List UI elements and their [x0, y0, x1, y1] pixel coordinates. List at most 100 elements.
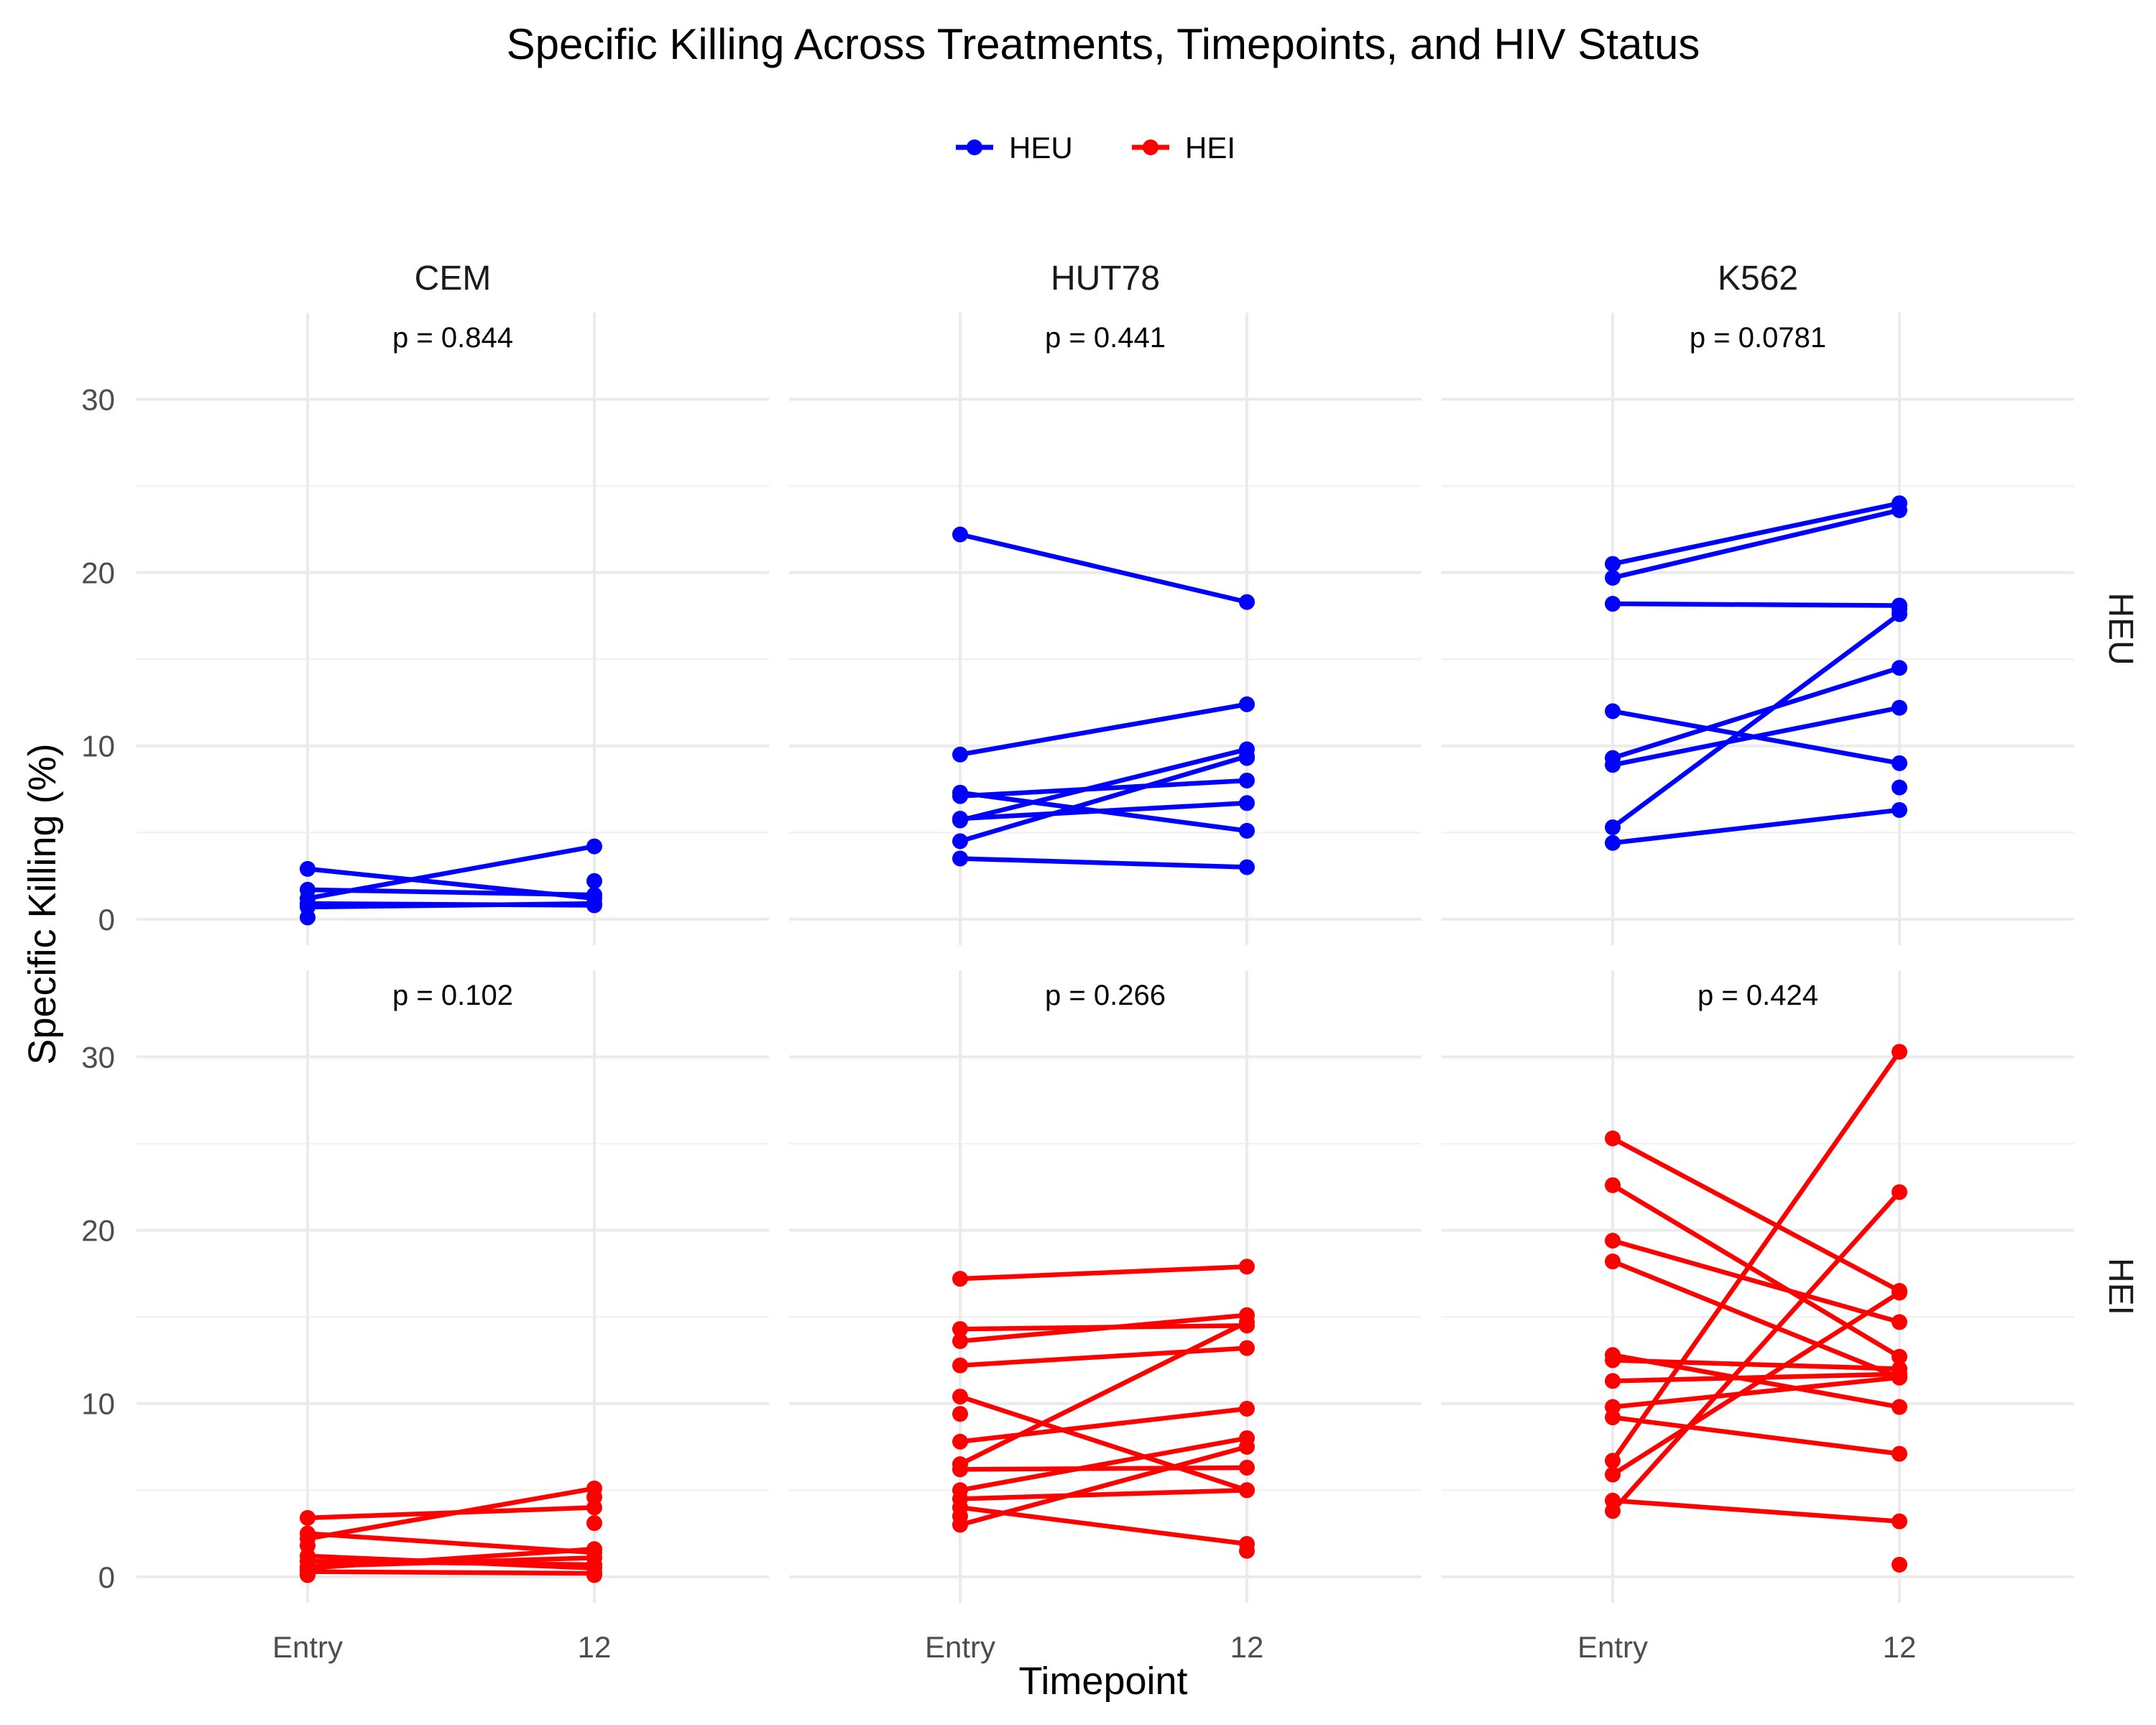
data-point: [1605, 1233, 1621, 1249]
series-line: [305, 1555, 597, 1569]
series-line: [957, 532, 1250, 604]
series-line: [305, 1531, 597, 1555]
data-point: [1605, 1352, 1621, 1368]
series-line: [1610, 1259, 1902, 1380]
data-point: [952, 1357, 968, 1374]
series-line: [1610, 1136, 1902, 1294]
data-point: [1892, 1369, 1907, 1386]
series-line: [1610, 507, 1902, 581]
data-point: [300, 1537, 315, 1554]
data-point: [1892, 1348, 1907, 1365]
chart-title: Specific Killing Across Treatments, Time…: [507, 20, 1700, 68]
data-point: [586, 1489, 602, 1505]
subject-line: [952, 1400, 1255, 1450]
series-line: [957, 856, 1250, 870]
strip-label-hut78: HUT78: [1051, 259, 1160, 298]
subject-line: [1605, 699, 1907, 773]
data-point: [1239, 1542, 1255, 1559]
y-tick-label: 20: [81, 556, 115, 590]
series-line: [957, 1465, 1250, 1472]
data-point: [1892, 1184, 1907, 1200]
data-point: [1605, 1177, 1621, 1193]
series-line: [305, 901, 597, 908]
subject-line: [300, 860, 602, 906]
data-point: [1605, 834, 1621, 851]
data-point: [300, 860, 315, 877]
subject-line: [300, 896, 602, 914]
p-value-label: p = 0.424: [1697, 980, 1818, 1011]
data-point: [1239, 772, 1255, 788]
data-point: [952, 746, 968, 763]
data-point: [1892, 1399, 1907, 1415]
subject-line: [1605, 502, 1907, 586]
strip-label-cem: CEM: [415, 259, 492, 298]
series-line: [1610, 1182, 1902, 1359]
legend: HEU HEI: [956, 131, 1235, 165]
data-point: [1605, 703, 1621, 719]
data-point: [1239, 795, 1255, 811]
x-tick-label: 12: [1230, 1630, 1264, 1664]
subject-line: [1605, 1492, 1907, 1530]
data-point: [952, 1321, 968, 1338]
panel-k562-hei: p = 0.424: [1442, 970, 2074, 1603]
data-point: [952, 1389, 968, 1405]
y-tick-label: 0: [98, 1560, 115, 1594]
series-line: [957, 1394, 1250, 1493]
panel-cem-hei: p = 0.102: [137, 970, 769, 1603]
subject-line: [952, 696, 1255, 763]
data-point: [1239, 1259, 1255, 1275]
data-point: [1892, 1314, 1907, 1330]
data-point: [952, 788, 968, 804]
series-line: [957, 1346, 1250, 1368]
data-point: [1605, 1503, 1621, 1519]
data-point: [1605, 569, 1621, 586]
data-point: [1239, 696, 1255, 712]
data-point: [952, 850, 968, 867]
subject-line: [1605, 606, 1907, 836]
series-line: [1610, 665, 1902, 760]
data-point: [1892, 1044, 1907, 1060]
data-point: [952, 1271, 968, 1287]
panel-k562-heu: p = 0.0781: [1442, 313, 2074, 945]
p-value-label: p = 0.844: [392, 322, 513, 354]
series-line: [957, 1488, 1250, 1501]
y-axis-title: Specific Killing (%): [21, 743, 64, 1064]
legend-item-heu: HEU: [956, 131, 1073, 165]
subject-line: [1605, 1284, 1907, 1483]
facet-panels: p = 0.844 p = 0.441 p = 0.0781 p = 0.102 p =…: [137, 313, 2074, 1603]
series-line: [957, 1320, 1250, 1467]
series-line: [1610, 612, 1902, 830]
p-value-label: p = 0.441: [1045, 322, 1166, 354]
subject-line: [952, 1259, 1255, 1287]
data-point: [300, 896, 315, 912]
p-value-label: p = 0.0781: [1690, 322, 1826, 354]
data-point: [586, 1567, 602, 1583]
y-tick-label: 10: [81, 730, 115, 763]
series-line: [305, 844, 597, 901]
subject-line: [952, 1439, 1255, 1533]
legend-marker: [967, 139, 982, 155]
x-axis-title: Timepoint: [1018, 1660, 1187, 1703]
x-tick-label: Entry: [272, 1630, 343, 1664]
x-tick-label: Entry: [1577, 1630, 1648, 1664]
data-point: [952, 1508, 968, 1524]
data-point: [952, 526, 968, 543]
p-value-label: p = 0.266: [1045, 980, 1166, 1011]
series-line: [1610, 1290, 1902, 1477]
subject-line: [952, 795, 1255, 827]
data-point: [952, 1333, 968, 1349]
subject-line: [1605, 1233, 1907, 1330]
data-point: [586, 1515, 602, 1532]
data-point: [952, 1406, 968, 1422]
data-point: [1239, 822, 1255, 839]
data-point: [952, 811, 968, 827]
series-line: [1610, 601, 1902, 608]
subject-line: [1605, 1184, 1907, 1519]
axis-ticks: CEM HUT78 K562 HEU HEI 0 10 20 30 0 10 20 30 Entry 12 E…: [81, 259, 2139, 1664]
data-point: [1892, 502, 1907, 518]
series-line: [957, 1435, 1250, 1493]
subject-line: [1605, 1409, 1907, 1462]
x-tick-label: Entry: [925, 1630, 995, 1664]
legend-marker: [1143, 139, 1158, 155]
data-point: [586, 897, 602, 914]
